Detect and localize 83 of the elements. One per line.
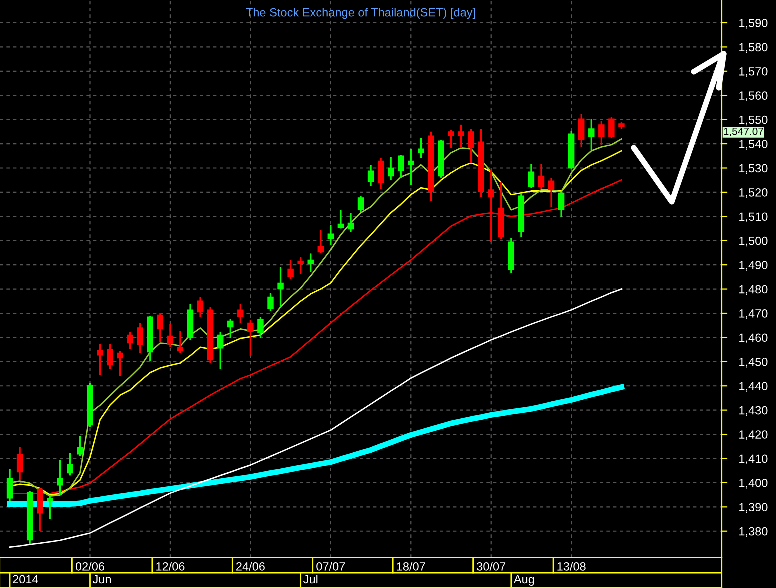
y-tick-label: 1,570 [740,67,768,78]
candlestick [308,252,314,274]
x-tick-label: 18/07 [397,562,426,571]
x-tick-label: 13/08 [558,562,586,571]
line-series [9,288,622,548]
candlestick [328,224,334,246]
candlestick [378,157,384,190]
candlestick [578,113,585,148]
candlestick [398,154,404,180]
candlestick [228,318,234,340]
candlestick [107,343,114,370]
candlestick [16,446,24,482]
candlestick [137,322,144,354]
candlestick [6,468,14,502]
candlestick [558,191,565,218]
text: Jul [304,574,318,584]
candlestick [348,212,354,233]
candlestick [177,330,184,354]
candlestick [278,266,284,308]
candlestick [238,303,244,324]
y-tick-label: 1,410 [740,454,768,465]
candlestick [268,292,274,312]
candlestick [338,209,344,230]
y-tick-label: 1,590 [740,19,768,29]
candlestick [408,148,414,186]
candlestick [47,494,54,520]
candlestick [468,128,474,164]
y-tick-label: 1,510 [740,212,768,222]
x-tick-label: 12/06 [156,562,185,571]
y-tick-label: 1,420 [740,430,768,440]
y-tick-label: 1,450 [740,358,768,368]
text: The Stock Exchange of Thailand(SET) [day] [246,8,476,20]
candlestick [77,435,84,458]
y-tick-label: 1,560 [740,92,768,102]
y-tick-label: 1,470 [740,310,768,320]
y-tick-label: 1,480 [740,285,768,296]
candlestick [57,460,64,496]
x-tick-label: 07/07 [316,562,346,571]
candlestick [538,163,545,190]
candlestick [167,323,174,348]
candlestick [548,177,555,208]
y-tick-label: 1,550 [740,116,768,126]
candlestick [608,116,615,139]
y-tick-label: 1,530 [740,164,768,174]
y-tick-label: 1,430 [740,406,768,416]
text: 2014 [13,575,38,584]
text: 1,547.07 [724,128,764,137]
candlestick [358,195,364,213]
y-tick-label: 1,380 [740,527,768,538]
y-tick-label: 1,540 [740,140,768,150]
text: Aug [514,575,534,586]
candlestick [528,163,535,189]
text: Jun [92,575,112,584]
x-tick-label: 02/06 [76,562,105,571]
candlestick [298,256,304,276]
candlestick [127,331,134,350]
candlestick [67,452,74,477]
y-tick-label: 1,520 [740,188,768,198]
candlestick [598,120,605,146]
y-tick-label: 1,490 [740,261,768,271]
candlestick [458,124,464,149]
y-tick-label: 1,400 [740,478,768,489]
candlestick [448,129,454,149]
candlestick [288,259,294,280]
y-tick-label: 1,390 [740,503,768,513]
candlestick [258,316,264,340]
candlestick [388,156,394,181]
candlestick [117,350,124,378]
y-tick-label: 1,500 [740,236,768,247]
x-tick-label: 30/07 [477,562,506,571]
x-tick-label: 24/06 [236,562,265,571]
candlestick [248,319,254,358]
candlestick [157,312,164,344]
candlestick [97,343,104,376]
candlestick [197,296,204,318]
y-tick-label: 1,440 [740,382,768,392]
y-tick-label: 1,460 [740,334,768,344]
y-tick-label: 1,580 [740,43,768,53]
candlestick [318,229,324,254]
candlestick [218,331,224,370]
candlestick [588,118,595,151]
candlestick [418,137,424,159]
candlestick [368,164,374,187]
